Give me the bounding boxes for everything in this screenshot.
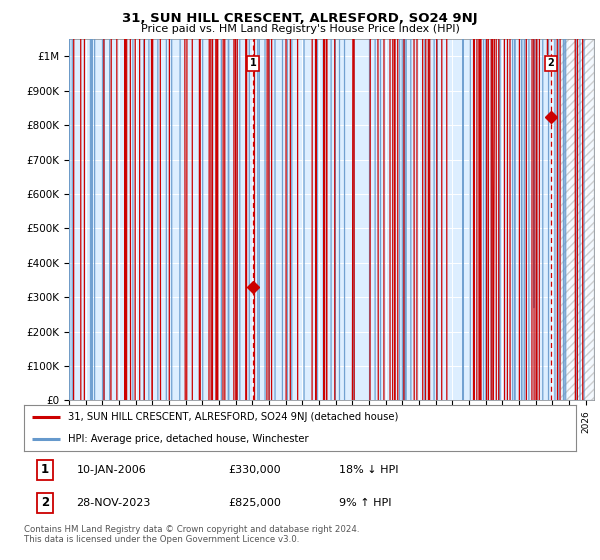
Text: 10-JAN-2006: 10-JAN-2006 — [76, 465, 146, 475]
Text: 1: 1 — [41, 464, 49, 477]
Text: 2: 2 — [547, 58, 554, 68]
Text: Price paid vs. HM Land Registry's House Price Index (HPI): Price paid vs. HM Land Registry's House … — [140, 24, 460, 34]
Text: 28-NOV-2023: 28-NOV-2023 — [76, 498, 151, 508]
Text: This data is licensed under the Open Government Licence v3.0.: This data is licensed under the Open Gov… — [24, 535, 299, 544]
Text: 2: 2 — [41, 496, 49, 509]
Text: 18% ↓ HPI: 18% ↓ HPI — [338, 465, 398, 475]
Text: 9% ↑ HPI: 9% ↑ HPI — [338, 498, 391, 508]
Text: Contains HM Land Registry data © Crown copyright and database right 2024.: Contains HM Land Registry data © Crown c… — [24, 525, 359, 534]
Text: £825,000: £825,000 — [228, 498, 281, 508]
Text: 31, SUN HILL CRESCENT, ALRESFORD, SO24 9NJ: 31, SUN HILL CRESCENT, ALRESFORD, SO24 9… — [122, 12, 478, 25]
Text: 31, SUN HILL CRESCENT, ALRESFORD, SO24 9NJ (detached house): 31, SUN HILL CRESCENT, ALRESFORD, SO24 9… — [68, 412, 398, 422]
Text: 1: 1 — [250, 58, 256, 68]
Text: £330,000: £330,000 — [228, 465, 281, 475]
Text: HPI: Average price, detached house, Winchester: HPI: Average price, detached house, Winc… — [68, 435, 309, 444]
